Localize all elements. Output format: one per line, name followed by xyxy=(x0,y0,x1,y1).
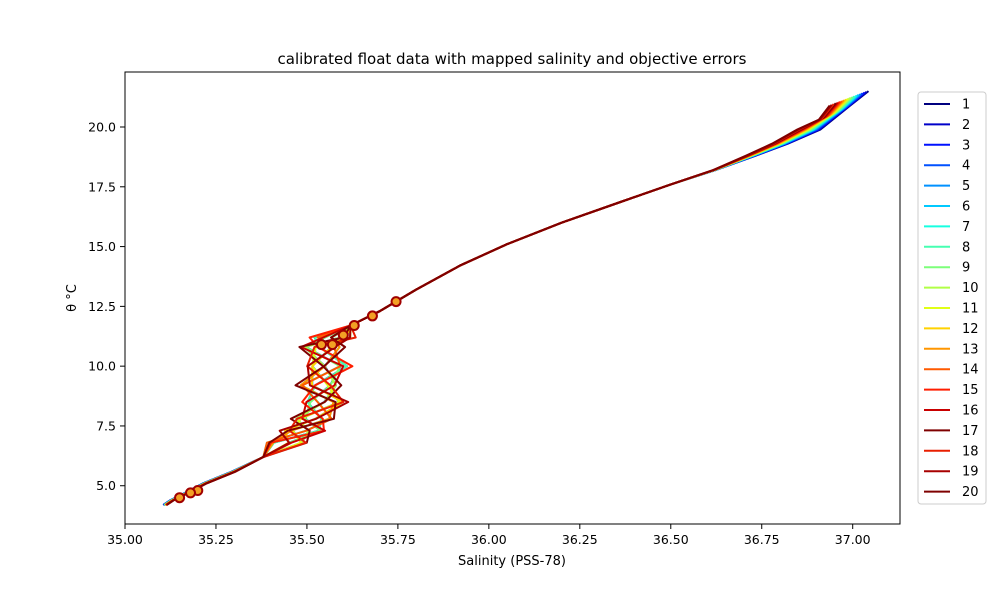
legend-label-11: 11 xyxy=(962,302,979,317)
y-tick-label: 5.0 xyxy=(96,478,116,493)
mapped-point-marker xyxy=(326,339,338,351)
legend-label-6: 6 xyxy=(962,200,970,215)
x-tick-label: 36.00 xyxy=(471,532,507,547)
plot-area-frame xyxy=(124,71,901,525)
y-tick-label: 10.0 xyxy=(88,359,116,374)
x-tick-label: 35.75 xyxy=(380,532,416,547)
legend-label-3: 3 xyxy=(962,138,970,153)
x-tick-label: 36.25 xyxy=(562,532,598,547)
legend-label-2: 2 xyxy=(962,118,970,133)
legend-label-4: 4 xyxy=(962,159,970,174)
legend-label-7: 7 xyxy=(962,220,970,235)
legend-label-10: 10 xyxy=(962,281,979,296)
legend-label-8: 8 xyxy=(962,240,970,255)
legend-label-14: 14 xyxy=(962,363,979,378)
x-tick-label: 36.75 xyxy=(744,532,780,547)
legend-label-17: 17 xyxy=(962,424,979,439)
chart-title: calibrated float data with mapped salini… xyxy=(278,50,747,68)
legend-label-13: 13 xyxy=(962,342,979,357)
legend-label-18: 18 xyxy=(962,444,979,459)
legend-label-1: 1 xyxy=(962,98,970,113)
legend-label-15: 15 xyxy=(962,383,979,398)
x-tick-label: 35.00 xyxy=(107,532,143,547)
legend-label-19: 19 xyxy=(962,465,979,480)
legend-box xyxy=(917,91,987,505)
mapped-point-marker xyxy=(348,320,360,332)
x-tick-label: 35.50 xyxy=(289,532,325,547)
legend-label-20: 20 xyxy=(962,485,979,500)
mapped-point-marker xyxy=(184,487,196,499)
y-axis-title: θ °C xyxy=(65,284,80,312)
mapped-point-marker xyxy=(366,310,378,322)
legend-label-5: 5 xyxy=(962,179,970,194)
x-tick-label: 35.25 xyxy=(198,532,234,547)
y-tick-label: 17.5 xyxy=(88,179,116,194)
y-tick-label: 7.5 xyxy=(96,418,116,433)
mapped-point-marker xyxy=(337,329,349,341)
plot-lines xyxy=(162,90,870,506)
plot-markers xyxy=(174,296,402,504)
mapped-point-marker xyxy=(390,296,402,308)
y-tick-label: 20.0 xyxy=(88,120,116,135)
legend-label-9: 9 xyxy=(962,261,970,276)
x-tick-label: 36.50 xyxy=(653,532,689,547)
x-axis: 35.00 35.25 35.50 35.75 36.00 36.25 36.50 36.75… xyxy=(107,524,871,547)
mapped-point-marker xyxy=(174,492,186,504)
x-axis-title: Salinity (PSS-78) xyxy=(458,554,566,569)
y-axis: 5.0 7.5 10.0 12.5 15.0 17.5 20.0 xyxy=(88,120,125,493)
legend-label-16: 16 xyxy=(962,404,979,419)
y-tick-label: 15.0 xyxy=(88,239,116,254)
y-tick-label: 12.5 xyxy=(88,299,116,314)
legend-label-12: 12 xyxy=(962,322,979,337)
x-tick-label: 37.00 xyxy=(835,532,871,547)
mapped-point-marker xyxy=(315,339,327,351)
